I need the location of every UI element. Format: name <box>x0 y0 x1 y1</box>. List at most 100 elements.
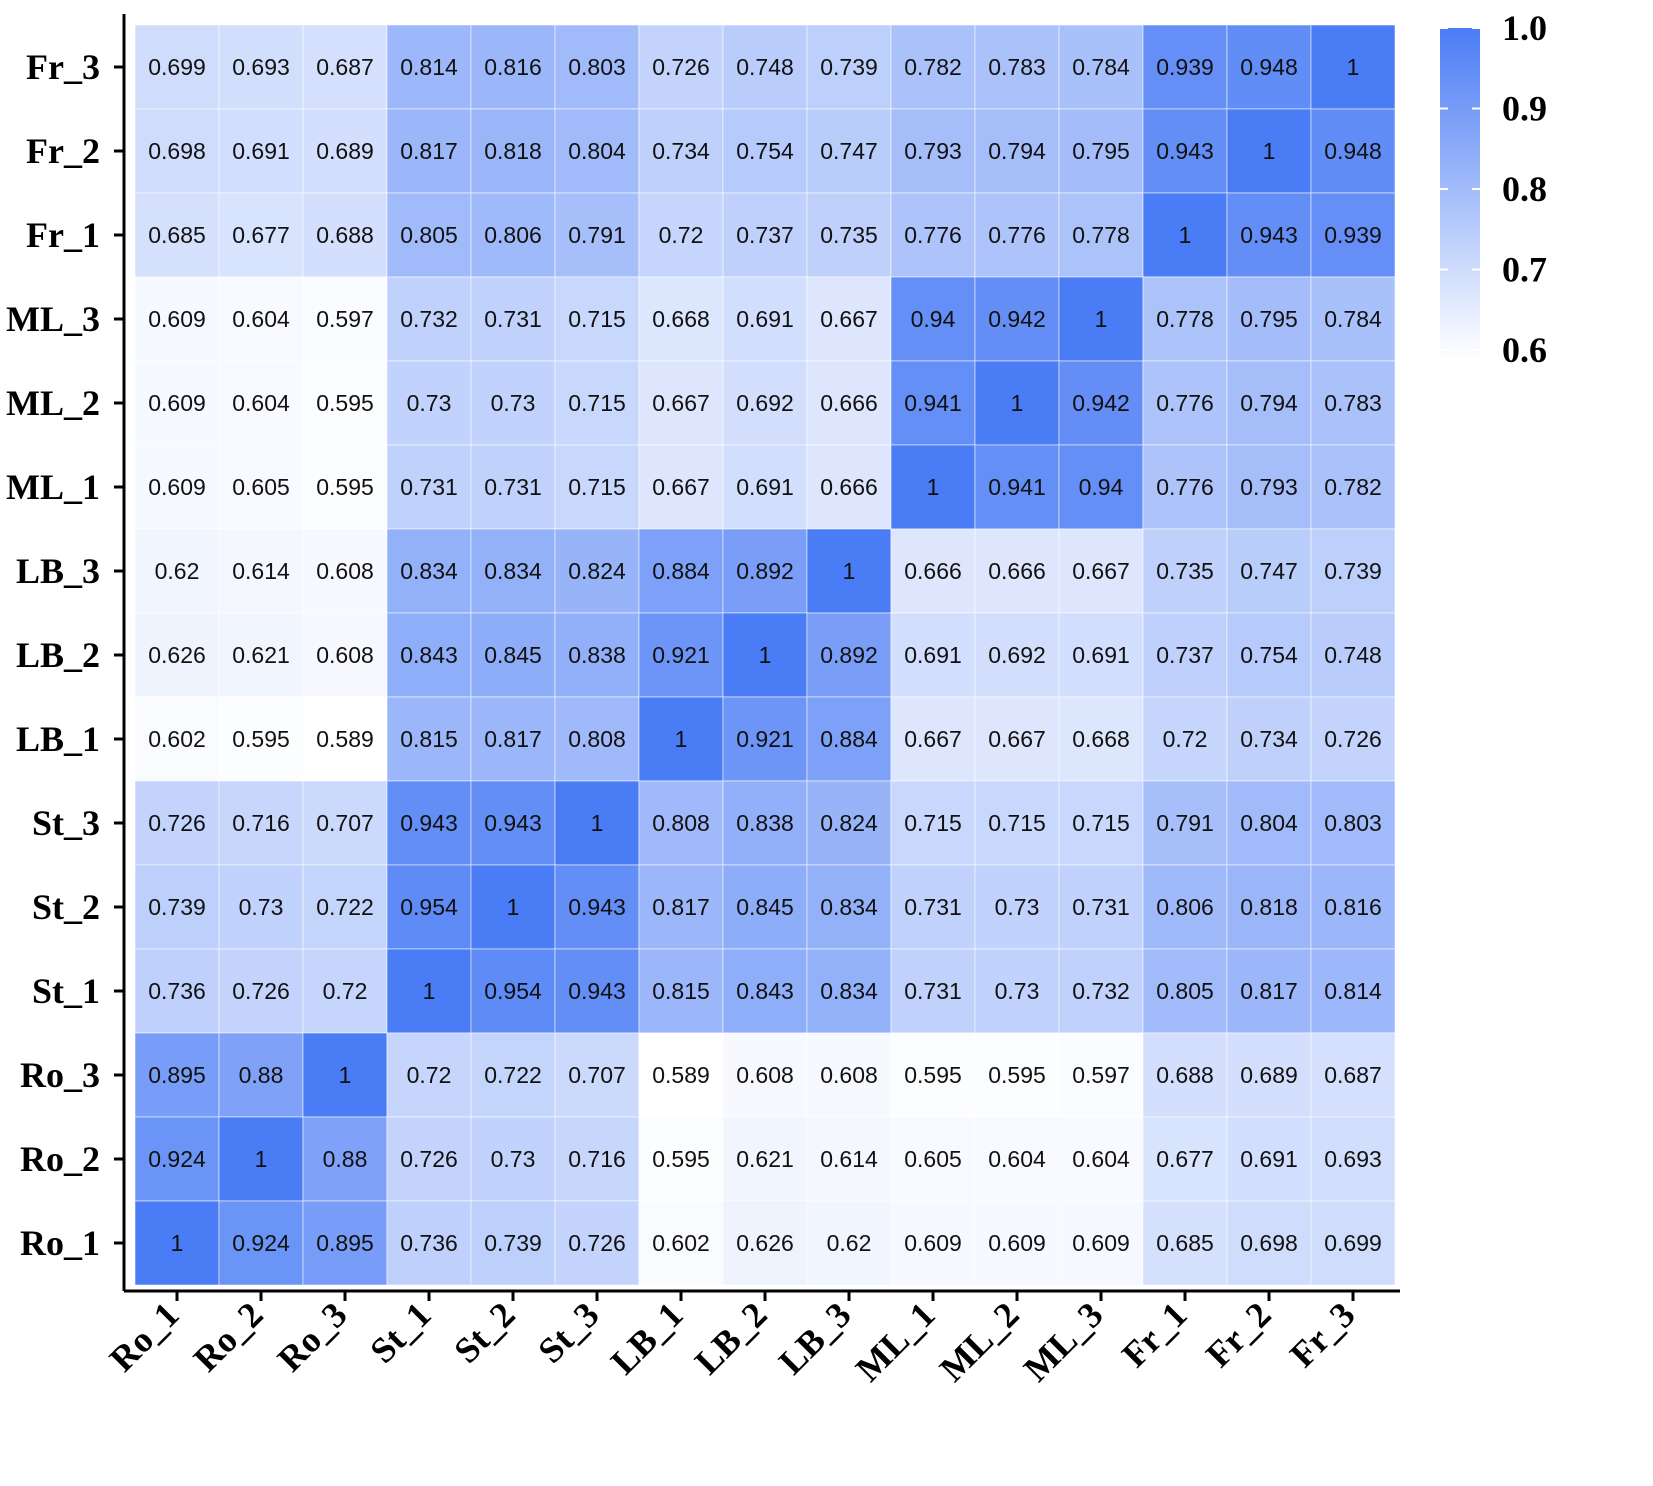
heatmap-cell <box>638 444 724 530</box>
heatmap-cell <box>638 528 724 614</box>
cell-value-label: 0.939 <box>1156 54 1214 80</box>
heatmap-cell <box>890 948 976 1034</box>
cell-value-label: 0.941 <box>904 390 962 416</box>
cell-value-label: 0.688 <box>1156 1062 1214 1088</box>
heatmap-cell <box>134 528 220 614</box>
cell-value-label: 0.834 <box>820 894 878 920</box>
cell-value-label: 1 <box>255 1146 268 1172</box>
heatmap-cell <box>806 948 892 1034</box>
heatmap-cell <box>386 1032 472 1118</box>
heatmap-cell <box>134 1200 220 1286</box>
cell-value-label: 0.726 <box>232 978 290 1004</box>
heatmap-cell <box>806 276 892 362</box>
cell-value-label: 0.693 <box>1324 1146 1382 1172</box>
cell-value-label: 0.608 <box>736 1062 794 1088</box>
heatmap-cell <box>302 948 388 1034</box>
cell-value-label: 0.806 <box>1156 894 1214 920</box>
cell-value-label: 0.808 <box>568 726 626 752</box>
heatmap-cell <box>1310 696 1396 782</box>
y-tick-label: LB_2 <box>16 635 100 675</box>
cell-value-label: 1 <box>1347 54 1360 80</box>
cell-value-label: 0.924 <box>148 1146 206 1172</box>
heatmap-cell <box>470 696 556 782</box>
heatmap-cell <box>974 444 1060 530</box>
heatmap-cell <box>470 108 556 194</box>
cell-value-label: 0.794 <box>1240 390 1298 416</box>
cell-value-label: 1 <box>171 1230 184 1256</box>
cell-value-label: 0.817 <box>1240 978 1298 1004</box>
cell-value-label: 0.73 <box>995 978 1040 1004</box>
heatmap-cell <box>1142 1032 1228 1118</box>
heatmap-cell <box>386 696 472 782</box>
cell-value-label: 0.783 <box>1324 390 1382 416</box>
cell-value-label: 0.892 <box>820 642 878 668</box>
cell-value-label: 0.698 <box>1240 1230 1298 1256</box>
heatmap-cell <box>218 108 304 194</box>
heatmap-cell <box>554 780 640 866</box>
cell-value-label: 0.604 <box>232 306 290 332</box>
cell-value-label: 0.818 <box>1240 894 1298 920</box>
cell-value-label: 0.739 <box>484 1230 542 1256</box>
cell-value-label: 0.776 <box>988 222 1046 248</box>
y-tick-label: ML_1 <box>6 467 100 507</box>
cell-value-label: 0.834 <box>400 558 458 584</box>
heatmap-cell <box>1058 780 1144 866</box>
cell-value-label: 0.815 <box>652 978 710 1004</box>
heatmap-cell <box>218 1116 304 1202</box>
heatmap-cell <box>386 444 472 530</box>
cell-value-label: 0.805 <box>400 222 458 248</box>
heatmap-cell <box>806 1116 892 1202</box>
y-tick-label: Fr_3 <box>26 47 100 87</box>
heatmap-cell <box>1310 108 1396 194</box>
cell-value-label: 0.892 <box>736 558 794 584</box>
heatmap-cell <box>1142 444 1228 530</box>
heatmap-cell <box>554 696 640 782</box>
cell-value-label: 0.88 <box>323 1146 368 1172</box>
heatmap-cell <box>386 360 472 446</box>
heatmap-cell <box>638 1116 724 1202</box>
cell-value-label: 0.924 <box>232 1230 290 1256</box>
cell-value-label: 0.783 <box>988 54 1046 80</box>
heatmap-cell <box>470 276 556 362</box>
cell-value-label: 0.667 <box>652 474 710 500</box>
y-tick-label: LB_1 <box>16 719 100 759</box>
cell-value-label: 0.608 <box>820 1062 878 1088</box>
cell-value-label: 0.884 <box>652 558 710 584</box>
heatmap-cell <box>554 528 640 614</box>
cell-value-label: 0.691 <box>736 306 794 332</box>
heatmap-cell <box>890 612 976 698</box>
heatmap-cell <box>1142 1200 1228 1286</box>
cell-value-label: 0.732 <box>400 306 458 332</box>
colorbar-gradient <box>1440 28 1480 359</box>
heatmap-cell <box>134 948 220 1034</box>
heatmap-cell <box>470 528 556 614</box>
cell-value-label: 0.732 <box>1072 978 1130 1004</box>
heatmap-cell <box>722 864 808 950</box>
cell-value-label: 0.943 <box>568 978 626 1004</box>
heatmap-cell <box>722 1200 808 1286</box>
cell-value-label: 0.72 <box>1163 726 1208 752</box>
heatmap-cell <box>722 780 808 866</box>
cell-value-label: 0.715 <box>1072 810 1130 836</box>
cell-value-label: 0.782 <box>904 54 962 80</box>
heatmap-cell <box>722 948 808 1034</box>
cell-value-label: 0.88 <box>239 1062 284 1088</box>
cell-value-label: 0.793 <box>904 138 962 164</box>
cell-value-label: 0.692 <box>736 390 794 416</box>
cell-value-label: 0.667 <box>988 726 1046 752</box>
cell-value-label: 0.609 <box>148 474 206 500</box>
heatmap-cells: 0.699 0.693 0.687 0.814 0.816 0.803 0.726 0.748… <box>134 24 1396 1286</box>
cell-value-label: 0.943 <box>1156 138 1214 164</box>
heatmap-cell <box>890 696 976 782</box>
heatmap-cell <box>1058 528 1144 614</box>
heatmap-cell <box>638 696 724 782</box>
cell-value-label: 0.666 <box>904 558 962 584</box>
cell-value-label: 0.614 <box>820 1146 878 1172</box>
cell-value-label: 0.731 <box>484 306 542 332</box>
cell-value-label: 1 <box>843 558 856 584</box>
heatmap-cell <box>890 444 976 530</box>
cell-value-label: 0.754 <box>1240 642 1298 668</box>
heatmap-cell <box>1226 108 1312 194</box>
cell-value-label: 0.747 <box>820 138 878 164</box>
